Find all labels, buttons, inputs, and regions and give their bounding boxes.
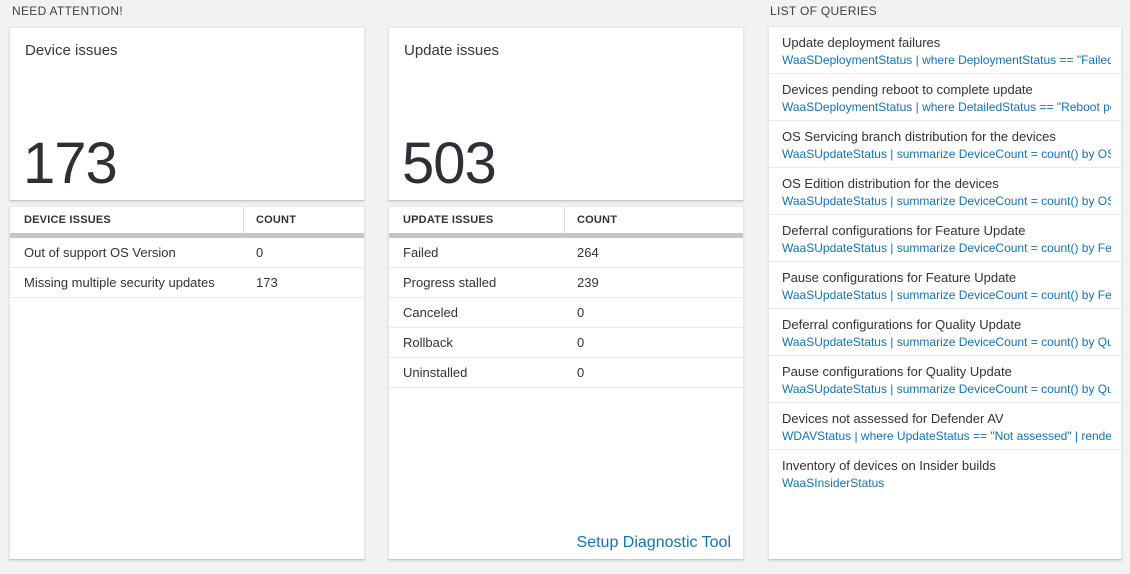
device-issues-count: 173 [23, 131, 118, 197]
need-attention-header: NEED ATTENTION! [12, 4, 123, 18]
row-count: 0 [577, 365, 585, 380]
row-label: Missing multiple security updates [24, 275, 215, 290]
table-row[interactable]: Rollback 0 [389, 328, 743, 358]
row-label: Failed [403, 245, 439, 260]
query-text: WaaSUpdateStatus | summarize DeviceCount… [782, 288, 1111, 302]
update-issues-count: 503 [402, 131, 497, 197]
table-header-separator [389, 233, 743, 238]
table-row[interactable]: Progress stalled 239 [389, 268, 743, 298]
query-text: WaaSDeploymentStatus | where DeploymentS… [782, 53, 1111, 67]
query-text: WDAVStatus | where UpdateStatus == "Not … [782, 429, 1111, 443]
query-text: WaaSDeploymentStatus | where DetailedSta… [782, 100, 1111, 114]
column-header-device-issues[interactable]: DEVICE ISSUES [10, 207, 244, 233]
query-list: Update deployment failures WaaSDeploymen… [769, 27, 1121, 497]
device-issues-table-header: DEVICE ISSUES COUNT [10, 207, 364, 233]
query-text: WaaSUpdateStatus | summarize DeviceCount… [782, 241, 1111, 255]
row-count: 173 [256, 275, 278, 290]
query-title: Devices not assessed for Defender AV [782, 411, 1004, 426]
list-of-queries-header: LIST OF QUERIES [770, 4, 877, 18]
table-row[interactable]: Missing multiple security updates 173 [10, 268, 364, 298]
update-issues-table: UPDATE ISSUES COUNT Failed 264 Progress … [388, 206, 744, 560]
device-issues-title: Device issues [25, 42, 118, 59]
query-list-item[interactable]: Devices not assessed for Defender AV WDA… [769, 403, 1121, 450]
query-title: Inventory of devices on Insider builds [782, 458, 996, 473]
query-title: Pause configurations for Quality Update [782, 364, 1012, 379]
query-list-item[interactable]: Update deployment failures WaaSDeploymen… [769, 27, 1121, 74]
row-label: Progress stalled [403, 275, 497, 290]
query-title: Deferral configurations for Feature Upda… [782, 223, 1026, 238]
row-label: Canceled [403, 305, 458, 320]
row-count: 0 [256, 245, 264, 260]
query-list-item[interactable]: OS Edition distribution for the devices … [769, 168, 1121, 215]
column-header-update-issues[interactable]: UPDATE ISSUES [389, 207, 565, 233]
query-text: WaaSUpdateStatus | summarize DeviceCount… [782, 147, 1111, 161]
column-header-count[interactable]: COUNT [577, 214, 618, 226]
update-issues-table-header: UPDATE ISSUES COUNT [389, 207, 743, 233]
row-count: 239 [577, 275, 599, 290]
query-title: Pause configurations for Feature Update [782, 270, 1017, 285]
query-title: OS Servicing branch distribution for the… [782, 129, 1056, 144]
device-issues-table: DEVICE ISSUES COUNT Out of support OS Ve… [9, 206, 365, 560]
row-count: 0 [577, 305, 585, 320]
query-list-item[interactable]: OS Servicing branch distribution for the… [769, 121, 1121, 168]
query-text: WaaSUpdateStatus | summarize DeviceCount… [782, 382, 1111, 396]
table-header-separator [10, 233, 364, 238]
row-label: Out of support OS Version [24, 245, 176, 260]
row-count: 0 [577, 335, 585, 350]
row-label: Rollback [403, 335, 453, 350]
table-row[interactable]: Canceled 0 [389, 298, 743, 328]
query-text: WaaSUpdateStatus | summarize DeviceCount… [782, 194, 1111, 208]
device-issues-tile[interactable]: Device issues 173 [9, 27, 365, 201]
update-issues-title: Update issues [404, 42, 500, 59]
update-issues-tile[interactable]: Update issues 503 [388, 27, 744, 201]
row-count: 264 [577, 245, 599, 260]
query-list-item[interactable]: Pause configurations for Feature Update … [769, 262, 1121, 309]
query-text: WaaSUpdateStatus | summarize DeviceCount… [782, 335, 1111, 349]
update-issues-table-body: Failed 264 Progress stalled 239 Canceled… [389, 238, 743, 388]
queries-panel: Update deployment failures WaaSDeploymen… [768, 26, 1122, 560]
query-list-item[interactable]: Inventory of devices on Insider builds W… [769, 450, 1121, 497]
query-title: Update deployment failures [782, 35, 941, 50]
query-list-item[interactable]: Pause configurations for Quality Update … [769, 356, 1121, 403]
query-title: OS Edition distribution for the devices [782, 176, 999, 191]
query-title: Deferral configurations for Quality Upda… [782, 317, 1022, 332]
table-row[interactable]: Out of support OS Version 0 [10, 238, 364, 268]
query-text: WaaSInsiderStatus [782, 476, 885, 490]
query-list-item[interactable]: Deferral configurations for Feature Upda… [769, 215, 1121, 262]
query-list-item[interactable]: Deferral configurations for Quality Upda… [769, 309, 1121, 356]
setup-diagnostic-tool-link[interactable]: Setup Diagnostic Tool [576, 534, 731, 551]
column-header-count[interactable]: COUNT [256, 214, 297, 226]
table-row[interactable]: Uninstalled 0 [389, 358, 743, 388]
row-label: Uninstalled [403, 365, 468, 380]
table-row[interactable]: Failed 264 [389, 238, 743, 268]
query-title: Devices pending reboot to complete updat… [782, 82, 1033, 97]
device-issues-table-body: Out of support OS Version 0 Missing mult… [10, 238, 364, 298]
query-list-item[interactable]: Devices pending reboot to complete updat… [769, 74, 1121, 121]
